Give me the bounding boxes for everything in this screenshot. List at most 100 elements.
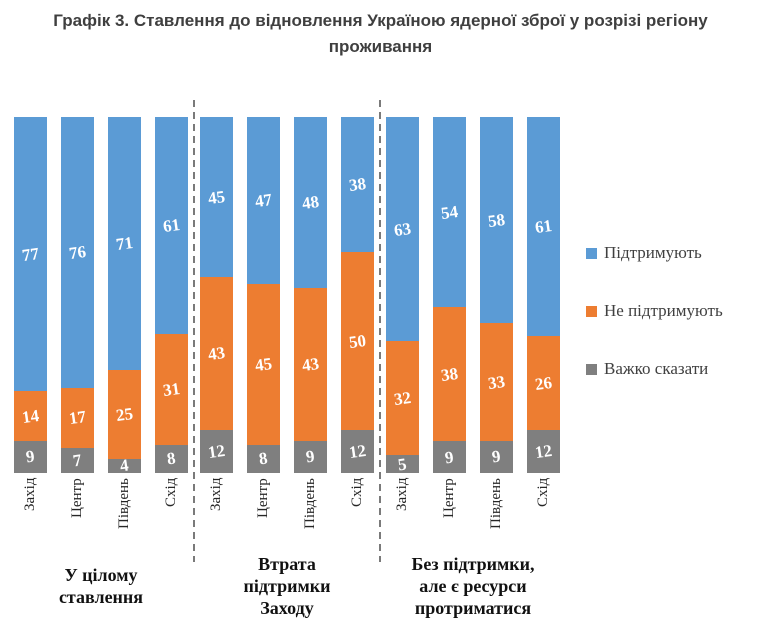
bar-segment: 43 <box>294 287 327 441</box>
bar-segment: 48 <box>294 117 327 288</box>
bar-value-label: 25 <box>114 403 135 425</box>
x-tick-label: Схід <box>535 478 551 508</box>
x-tick-label: Захід <box>394 478 410 512</box>
bar-value-label: 43 <box>206 343 227 365</box>
bar-segment: 33 <box>480 323 513 441</box>
x-tick-label: Схід <box>163 478 179 508</box>
bar-segment: 5 <box>386 454 419 475</box>
bar-segment: 50 <box>341 252 374 431</box>
group-divider-2 <box>379 100 381 562</box>
group-divider-1 <box>193 100 195 562</box>
x-tick-label: Центр <box>69 478 85 518</box>
bar-value-label: 5 <box>396 454 409 475</box>
bar-value-label: 9 <box>490 446 503 467</box>
bar-segment: 8 <box>247 444 280 473</box>
bar-value-label: 38 <box>439 363 460 385</box>
stacked-bar: 71 25 4 <box>108 117 141 476</box>
bar-segment: 4 <box>108 455 141 476</box>
legend-swatch <box>586 305 597 317</box>
bar-value-label: 12 <box>533 440 554 462</box>
bar-value-label: 63 <box>392 218 413 240</box>
bar-segment: 7 <box>61 448 94 473</box>
bar-segment: 32 <box>386 341 419 456</box>
stacked-bar: 61 31 8 <box>155 117 188 473</box>
bar-value-label: 8 <box>165 448 178 469</box>
bar-segment: 61 <box>527 117 560 337</box>
bar-value-label: 9 <box>304 446 317 467</box>
bar-row: 63 32 5 54 38 9 58 33 9 61 26 12 <box>386 117 560 475</box>
x-tick-label: Центр <box>255 478 271 518</box>
legend-swatch <box>586 363 597 375</box>
bar-segment: 25 <box>108 369 141 459</box>
bar-value-label: 33 <box>486 371 507 393</box>
bar-group: 63 32 5 54 38 9 58 33 9 61 26 12 Захід Центр Південь Сх… <box>386 117 560 618</box>
bar-segment: 54 <box>433 117 466 308</box>
bar-segment: 26 <box>527 336 560 430</box>
bar-segment: 31 <box>155 334 188 445</box>
bar-segment: 58 <box>480 117 513 324</box>
bar-segment: 38 <box>341 117 374 253</box>
bar-value-label: 45 <box>253 353 274 375</box>
x-tick-label: Південь <box>116 478 132 529</box>
x-tick-row: Захід Центр Південь Схід <box>200 478 374 552</box>
bar-value-label: 38 <box>347 174 368 196</box>
bar-segment: 12 <box>200 430 233 473</box>
bar-segment: 43 <box>200 277 233 431</box>
bar-value-label: 45 <box>206 186 227 208</box>
stacked-bar: 76 17 7 <box>61 117 94 473</box>
legend-item: Важко сказати <box>586 358 723 380</box>
stacked-bar: 61 26 12 <box>527 117 560 473</box>
bar-segment: 61 <box>155 117 188 335</box>
bar-value-label: 71 <box>114 232 135 254</box>
bar-value-label: 7 <box>71 450 84 471</box>
bar-row: 77 14 9 76 17 7 71 25 4 61 31 8 <box>14 117 188 476</box>
bar-value-label: 26 <box>533 372 554 394</box>
stacked-bar: 38 50 12 <box>341 117 374 473</box>
bar-value-label: 47 <box>253 190 274 212</box>
bar-value-label: 4 <box>118 455 131 476</box>
bar-segment: 9 <box>480 440 513 473</box>
bar-group: 77 14 9 76 17 7 71 25 4 61 31 8 Захід Центр Південь Схі… <box>14 117 188 618</box>
legend-label: Важко сказати <box>604 359 709 378</box>
x-tick-row: Захід Центр Південь Схід <box>386 478 560 552</box>
x-tick-label: Схід <box>349 478 365 508</box>
x-tick-label: Захід <box>22 478 38 512</box>
x-tick-label: Південь <box>488 478 504 529</box>
bar-value-label: 43 <box>300 353 321 375</box>
bar-value-label: 31 <box>161 378 182 400</box>
x-tick-row: Захід Центр Південь Схід <box>14 478 188 552</box>
bar-value-label: 17 <box>67 407 88 429</box>
legend-item: Підтримують <box>586 242 723 264</box>
bar-segment: 12 <box>527 429 560 473</box>
x-tick-label: Центр <box>441 478 457 518</box>
bar-segment: 14 <box>14 391 47 441</box>
bar-value-label: 9 <box>443 447 456 468</box>
bar-group: 45 43 12 47 45 8 48 43 9 38 50 12 Захід Центр Південь С… <box>200 117 374 618</box>
bar-segment: 9 <box>14 440 47 473</box>
legend-item: Не підтримують <box>586 300 723 322</box>
bar-row: 45 43 12 47 45 8 48 43 9 38 50 12 <box>200 117 374 473</box>
bar-value-label: 76 <box>67 241 88 263</box>
bar-segment: 9 <box>433 441 466 473</box>
bar-segment: 63 <box>386 117 419 342</box>
bar-segment: 17 <box>61 387 94 449</box>
bar-value-label: 12 <box>206 441 227 463</box>
legend-swatch <box>586 247 597 259</box>
bar-segment: 12 <box>341 430 374 473</box>
bar-segment: 9 <box>294 440 327 473</box>
bar-segment: 45 <box>247 284 280 445</box>
bar-value-label: 61 <box>161 214 182 237</box>
bar-segment: 38 <box>433 307 466 442</box>
bar-segment: 8 <box>155 444 188 473</box>
stacked-bar: 63 32 5 <box>386 117 419 475</box>
bar-segment: 77 <box>14 117 47 392</box>
legend-label: Підтримують <box>604 243 702 262</box>
bar-segment: 47 <box>247 117 280 285</box>
bar-segment: 71 <box>108 117 141 370</box>
bar-value-label: 12 <box>347 441 368 463</box>
legend-label: Не підтримують <box>604 301 723 320</box>
bar-segment: 76 <box>61 117 94 388</box>
x-tick-label: Південь <box>302 478 318 529</box>
bar-value-label: 77 <box>20 243 41 265</box>
